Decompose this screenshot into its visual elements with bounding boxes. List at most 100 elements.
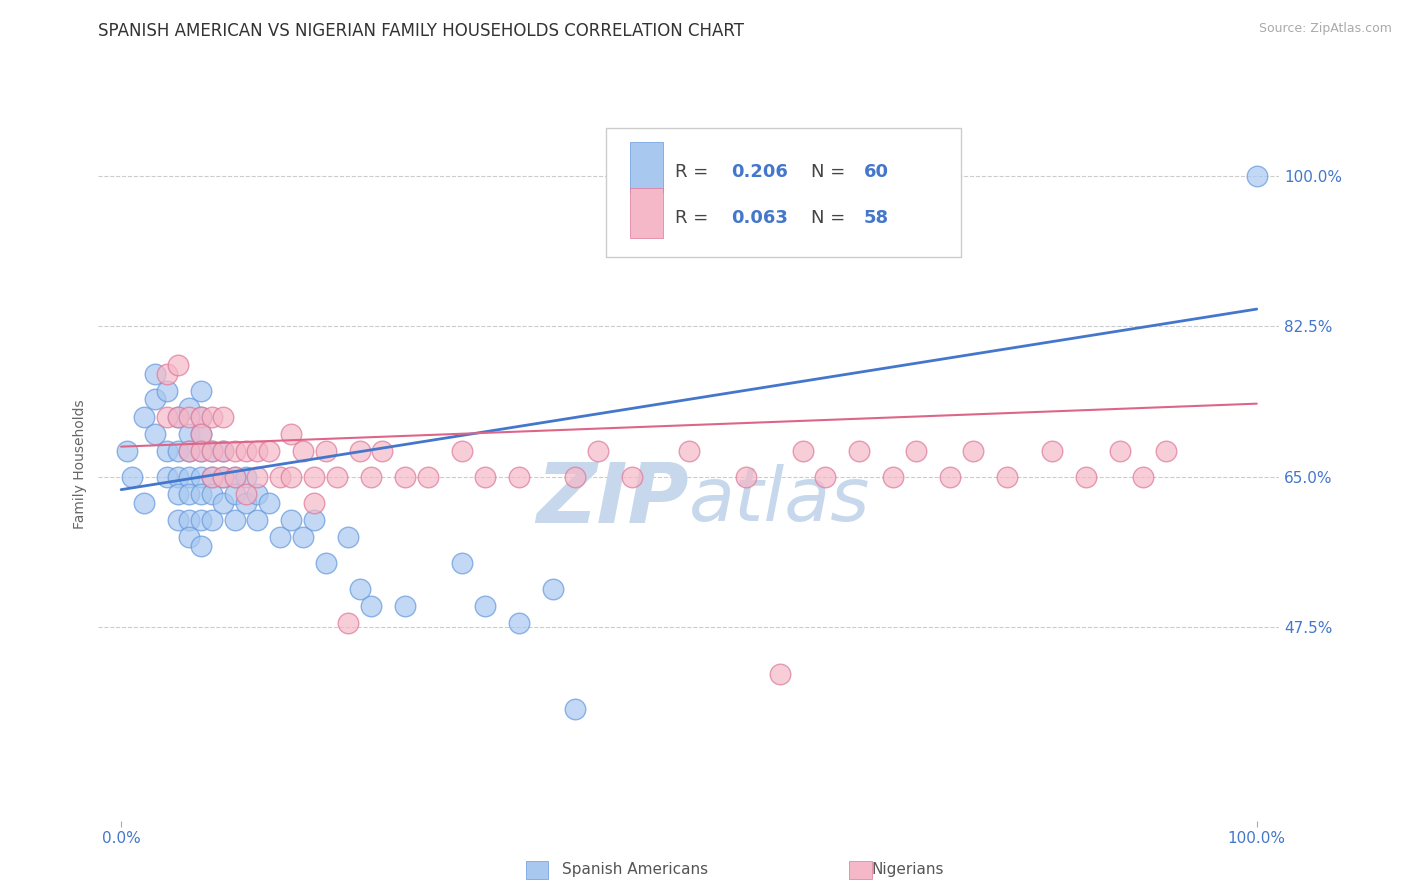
Point bbox=[179, 409, 201, 424]
Point bbox=[848, 444, 870, 458]
Point bbox=[201, 513, 224, 527]
Point bbox=[586, 444, 609, 458]
Point bbox=[280, 513, 302, 527]
Point bbox=[190, 444, 212, 458]
Point bbox=[115, 444, 138, 458]
Point bbox=[224, 469, 246, 483]
Point bbox=[179, 444, 201, 458]
Point bbox=[190, 487, 212, 501]
Point bbox=[235, 469, 257, 483]
Point bbox=[167, 469, 190, 483]
Point bbox=[678, 444, 700, 458]
Text: 58: 58 bbox=[863, 209, 889, 227]
Point bbox=[882, 469, 904, 483]
Text: N =: N = bbox=[811, 209, 851, 227]
Point bbox=[280, 469, 302, 483]
Point bbox=[769, 667, 792, 681]
Text: ZIP: ZIP bbox=[536, 459, 689, 540]
Point bbox=[450, 444, 472, 458]
Point bbox=[179, 444, 201, 458]
Point bbox=[224, 469, 246, 483]
Point bbox=[155, 409, 177, 424]
Point bbox=[190, 469, 212, 483]
Point bbox=[939, 469, 962, 483]
Point bbox=[394, 469, 416, 483]
Point bbox=[190, 426, 212, 441]
Point bbox=[201, 444, 224, 458]
Point bbox=[1246, 169, 1268, 183]
Point bbox=[212, 469, 235, 483]
Point bbox=[269, 530, 291, 544]
Point bbox=[508, 469, 530, 483]
Point bbox=[564, 469, 586, 483]
Point bbox=[212, 469, 235, 483]
Point bbox=[167, 444, 190, 458]
Text: Nigerians: Nigerians bbox=[872, 863, 945, 877]
Point bbox=[143, 392, 166, 407]
Point bbox=[179, 401, 201, 415]
Point bbox=[190, 539, 212, 553]
Point bbox=[814, 469, 837, 483]
Point bbox=[224, 444, 246, 458]
Point bbox=[291, 530, 314, 544]
Text: R =: R = bbox=[675, 163, 714, 181]
Point bbox=[349, 582, 371, 596]
Point bbox=[132, 495, 155, 509]
Text: 0.063: 0.063 bbox=[731, 209, 789, 227]
Point bbox=[302, 469, 325, 483]
Text: 60: 60 bbox=[863, 163, 889, 181]
Point bbox=[212, 409, 235, 424]
Point bbox=[179, 487, 201, 501]
Point bbox=[201, 469, 224, 483]
Point bbox=[474, 599, 496, 613]
Point bbox=[371, 444, 394, 458]
Point bbox=[315, 444, 337, 458]
Point bbox=[167, 409, 190, 424]
Point bbox=[1132, 469, 1154, 483]
Point bbox=[394, 599, 416, 613]
Text: 0.206: 0.206 bbox=[731, 163, 789, 181]
Point bbox=[121, 469, 143, 483]
Point bbox=[508, 615, 530, 630]
Point bbox=[190, 444, 212, 458]
Point bbox=[224, 513, 246, 527]
Point bbox=[143, 367, 166, 381]
Point bbox=[179, 469, 201, 483]
Point bbox=[360, 469, 382, 483]
Point bbox=[269, 469, 291, 483]
Point bbox=[257, 495, 280, 509]
Point bbox=[315, 556, 337, 570]
Point bbox=[201, 444, 224, 458]
Point bbox=[995, 469, 1018, 483]
Point bbox=[302, 513, 325, 527]
Point bbox=[1109, 444, 1132, 458]
Point bbox=[246, 513, 269, 527]
Point bbox=[326, 469, 349, 483]
Point bbox=[962, 444, 984, 458]
Point bbox=[167, 487, 190, 501]
Text: N =: N = bbox=[811, 163, 851, 181]
Point bbox=[212, 495, 235, 509]
Point bbox=[224, 487, 246, 501]
Point bbox=[143, 426, 166, 441]
Point bbox=[621, 469, 644, 483]
Y-axis label: Family Households: Family Households bbox=[73, 399, 87, 529]
Point bbox=[541, 582, 564, 596]
Point bbox=[201, 487, 224, 501]
Text: R =: R = bbox=[675, 209, 714, 227]
Text: Spanish Americans: Spanish Americans bbox=[562, 863, 709, 877]
Text: atlas: atlas bbox=[689, 464, 870, 535]
Point bbox=[291, 444, 314, 458]
Point bbox=[235, 444, 257, 458]
Point bbox=[246, 469, 269, 483]
Point bbox=[280, 426, 302, 441]
Point bbox=[167, 358, 190, 372]
Point bbox=[246, 487, 269, 501]
Point bbox=[201, 469, 224, 483]
Point bbox=[257, 444, 280, 458]
Point bbox=[302, 495, 325, 509]
Point bbox=[190, 409, 212, 424]
Point bbox=[360, 599, 382, 613]
Point bbox=[349, 444, 371, 458]
Point bbox=[190, 513, 212, 527]
